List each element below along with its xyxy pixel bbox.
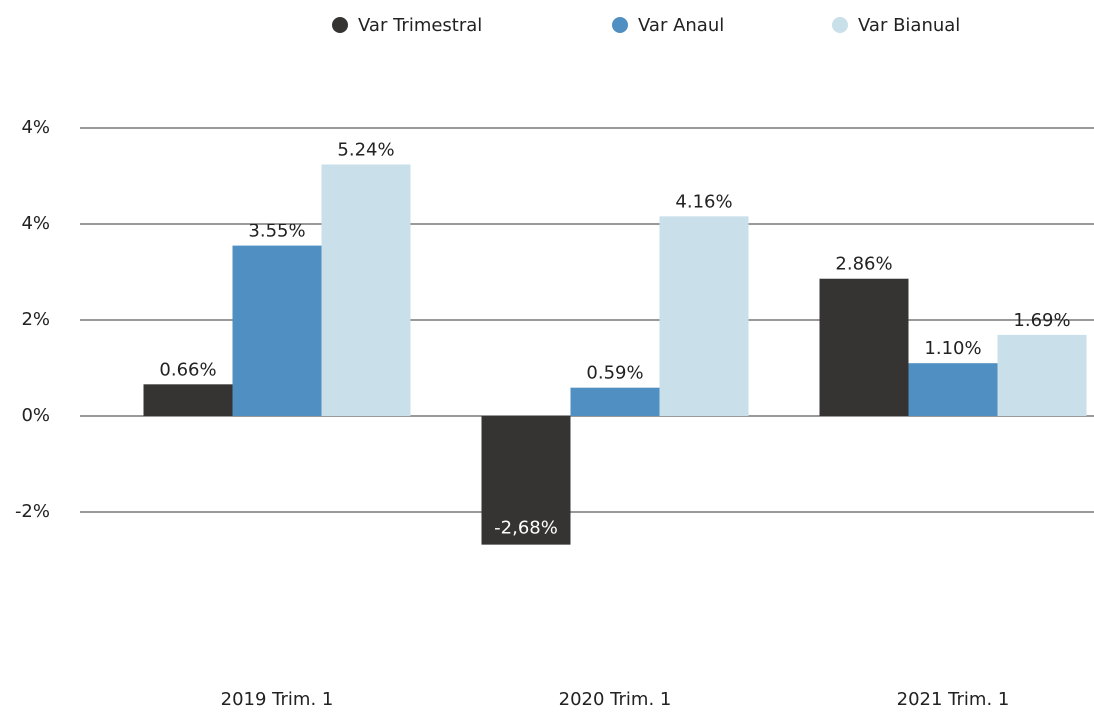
bar: [570, 387, 660, 416]
value-label: 1.69%: [1013, 310, 1070, 331]
y-tick-label: 0%: [21, 405, 50, 426]
bar: [143, 384, 233, 416]
y-tick-label: 4%: [21, 213, 50, 234]
bar: [481, 416, 571, 545]
x-tick-label: 2019 Trim. 1: [221, 689, 334, 710]
legend-label: Var Anaul: [638, 15, 724, 36]
value-label: 2.86%: [835, 254, 892, 275]
legend-label: Var Bianual: [858, 15, 960, 36]
legend-label: Var Trimestral: [358, 15, 482, 36]
value-label: 3.55%: [248, 221, 305, 242]
value-label: -2,68%: [494, 518, 558, 539]
x-tick-label: 2020 Trim. 1: [559, 689, 672, 710]
value-label: 0.66%: [159, 359, 216, 380]
x-tick-label: 2021 Trim. 1: [897, 689, 1010, 710]
bar: [908, 363, 998, 416]
y-tick-label: 2%: [21, 309, 50, 330]
value-label: 5.24%: [337, 139, 394, 160]
bar: [232, 245, 322, 416]
legend-marker: [832, 17, 848, 33]
value-label: 4.16%: [675, 191, 732, 212]
legend-marker: [612, 17, 628, 33]
value-label: 1.10%: [924, 338, 981, 359]
legend-marker: [332, 17, 348, 33]
bar: [997, 334, 1087, 416]
bar: [819, 278, 909, 416]
bar: [321, 164, 411, 416]
bar: [659, 216, 749, 416]
value-label: 0.59%: [586, 363, 643, 384]
y-tick-label: 4%: [21, 117, 50, 138]
y-tick-label: -2%: [15, 501, 50, 522]
